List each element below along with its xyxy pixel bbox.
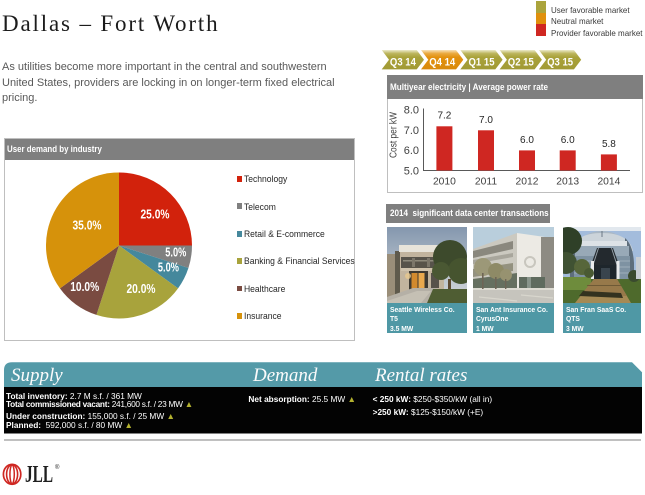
- svg-text:25.0%: 25.0%: [141, 208, 170, 222]
- svg-text:35.0%: 35.0%: [73, 219, 102, 233]
- svg-text:Q2 15: Q2 15: [508, 57, 534, 69]
- svg-text:6.0: 6.0: [561, 135, 575, 146]
- svg-text:5.0%: 5.0%: [165, 246, 186, 260]
- svg-text:8.0: 8.0: [404, 105, 419, 117]
- svg-text:2014: 2014: [597, 177, 620, 188]
- svg-text:5.0%: 5.0%: [158, 261, 179, 275]
- svg-text:5.8: 5.8: [602, 139, 616, 150]
- svg-text:20.0%: 20.0%: [127, 282, 156, 296]
- svg-text:2010: 2010: [433, 177, 456, 188]
- svg-text:®: ®: [55, 464, 60, 471]
- svg-text:5.0: 5.0: [404, 166, 419, 178]
- svg-text:Cost per kW: Cost per kW: [389, 112, 400, 158]
- svg-text:6.0: 6.0: [404, 145, 419, 157]
- svg-text:2012: 2012: [516, 177, 539, 188]
- svg-text:7.0: 7.0: [404, 125, 419, 137]
- svg-text:Q1 15: Q1 15: [469, 57, 495, 69]
- svg-text:7.0: 7.0: [479, 115, 493, 126]
- svg-text:6.0: 6.0: [520, 135, 534, 146]
- svg-text:JLL: JLL: [25, 462, 53, 488]
- svg-text:Q3 15: Q3 15: [547, 57, 573, 69]
- svg-text:2013: 2013: [556, 177, 579, 188]
- svg-text:10.0%: 10.0%: [70, 280, 99, 294]
- svg-text:2011: 2011: [475, 177, 497, 188]
- svg-text:Q3 14: Q3 14: [390, 57, 417, 69]
- svg-text:7.2: 7.2: [437, 111, 451, 122]
- svg-text:Q4 14: Q4 14: [429, 57, 456, 69]
